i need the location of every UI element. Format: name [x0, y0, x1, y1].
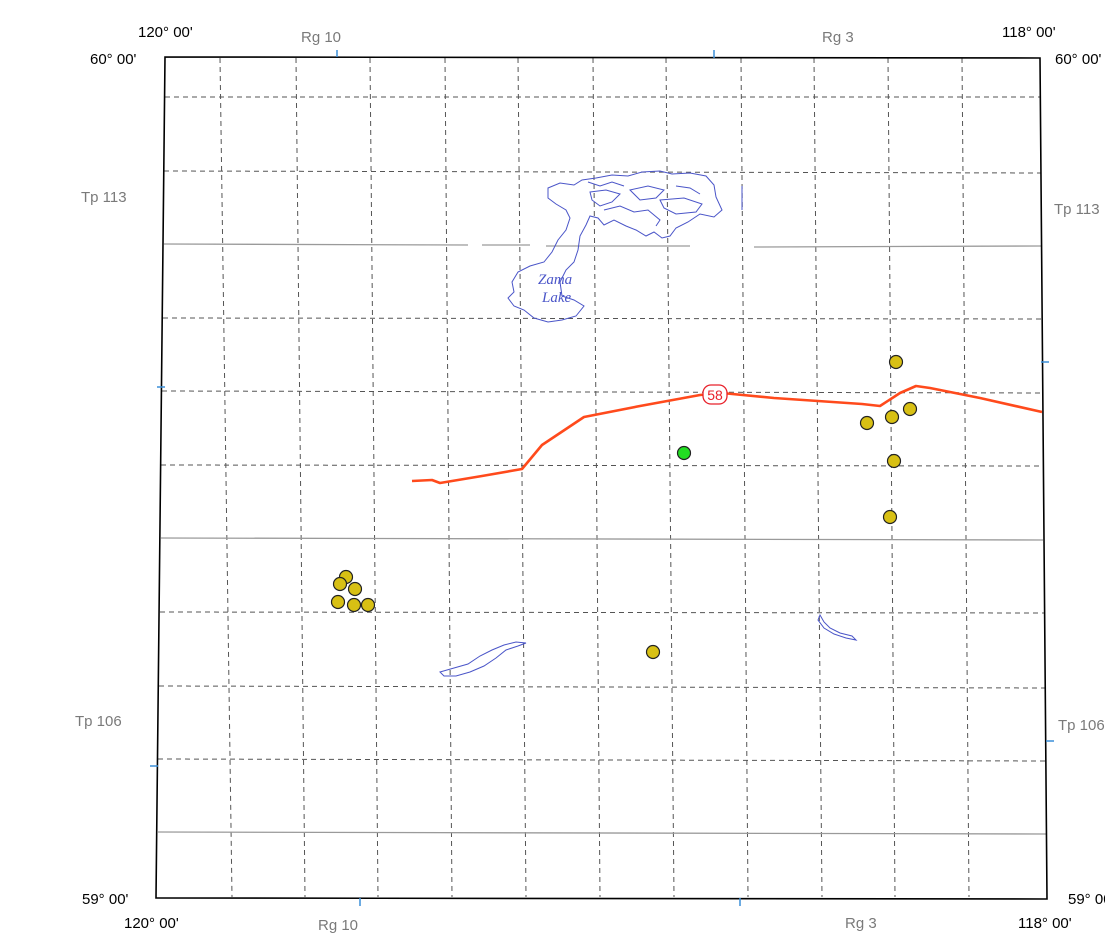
grid-line-h	[159, 611, 1045, 614]
grid-line-h	[163, 170, 1042, 174]
site-marker-green	[676, 445, 692, 461]
site-marker-yellow	[346, 597, 362, 613]
township-label-tp106-left: Tp 106	[75, 713, 122, 730]
top-right-longitude: 118° 00'	[1002, 24, 1056, 41]
bottom-right-longitude: 118° 00'	[1018, 915, 1072, 932]
highway-shield-box	[702, 384, 728, 405]
zama-lake	[507, 170, 743, 323]
grid-line-v	[665, 57, 675, 898]
small-lake-southeast	[817, 613, 858, 641]
small-lake-southwest	[439, 641, 527, 677]
range-label-rg10-top: Rg 10	[301, 29, 341, 46]
bottom-left-longitude: 120° 00'	[124, 915, 179, 932]
township-line	[160, 537, 1044, 541]
site-marker-yellow	[888, 354, 904, 370]
top-right-latitude: 60° 00'	[1055, 51, 1102, 68]
zama-lake-inner	[589, 189, 621, 207]
site-marker-yellow	[347, 581, 363, 597]
site-marker-yellow	[859, 415, 875, 431]
township-label-tp113-left: Tp 113	[81, 189, 127, 206]
grid-line-v	[961, 57, 970, 898]
grid-line-h	[157, 758, 1046, 762]
highway-58	[411, 384, 1043, 485]
section-grid	[157, 57, 1046, 898]
grid-line-h	[158, 685, 1046, 689]
grid-line-v	[517, 57, 527, 898]
township-line	[157, 831, 1047, 835]
zama-lake-inner	[659, 197, 703, 215]
township-label-tp106-right: Tp 106	[1058, 717, 1105, 734]
lake-name-line1: Zama	[538, 272, 572, 288]
site-markers	[330, 354, 918, 660]
site-marker-yellow	[902, 401, 918, 417]
site-marker-yellow	[882, 509, 898, 525]
grid-line-v	[813, 57, 823, 898]
site-marker-yellow	[330, 594, 346, 610]
grid-line-v	[444, 57, 453, 898]
grid-line-h	[161, 390, 1043, 394]
highway-number: 58	[707, 387, 723, 403]
zama-lake-inner	[629, 185, 665, 201]
grid-line-h	[162, 317, 1042, 320]
zama-lake-channel	[603, 205, 661, 227]
top-left-latitude: 60° 00'	[90, 51, 137, 68]
township-line	[163, 243, 1042, 248]
highway-shield: 58	[702, 384, 728, 405]
lake-name-line2: Lake	[541, 290, 572, 306]
bottom-left-latitude: 59° 00'	[82, 891, 129, 908]
site-marker-yellow	[645, 644, 661, 660]
zama-lake-outline	[507, 170, 723, 323]
grid-line-v	[740, 57, 749, 898]
edge-ticks	[150, 50, 1054, 906]
grid-line-v	[369, 57, 379, 898]
grid-line-h	[160, 464, 1043, 467]
township-label-tp113-right: Tp 113	[1054, 201, 1100, 218]
site-marker-yellow	[360, 597, 376, 613]
site-marker-yellow	[884, 409, 900, 425]
zama-lake-channel	[587, 181, 625, 187]
map-frame	[155, 56, 1048, 900]
grid-line-v	[295, 57, 306, 898]
range-label-rg3-bottom: Rg 3	[845, 915, 877, 932]
township-lines	[157, 243, 1047, 835]
range-label-rg10-bottom: Rg 10	[318, 917, 358, 934]
zama-lake-channel	[675, 185, 701, 195]
top-left-longitude: 120° 00'	[138, 24, 193, 41]
site-marker-yellow	[332, 576, 348, 592]
grid-line-v	[887, 57, 896, 898]
site-marker-yellow	[886, 453, 902, 469]
grid-line-v	[592, 57, 601, 898]
bottom-right-latitude: 59° 00'	[1068, 891, 1105, 908]
range-label-rg3-top: Rg 3	[822, 29, 854, 46]
grid-line-v	[219, 57, 233, 898]
